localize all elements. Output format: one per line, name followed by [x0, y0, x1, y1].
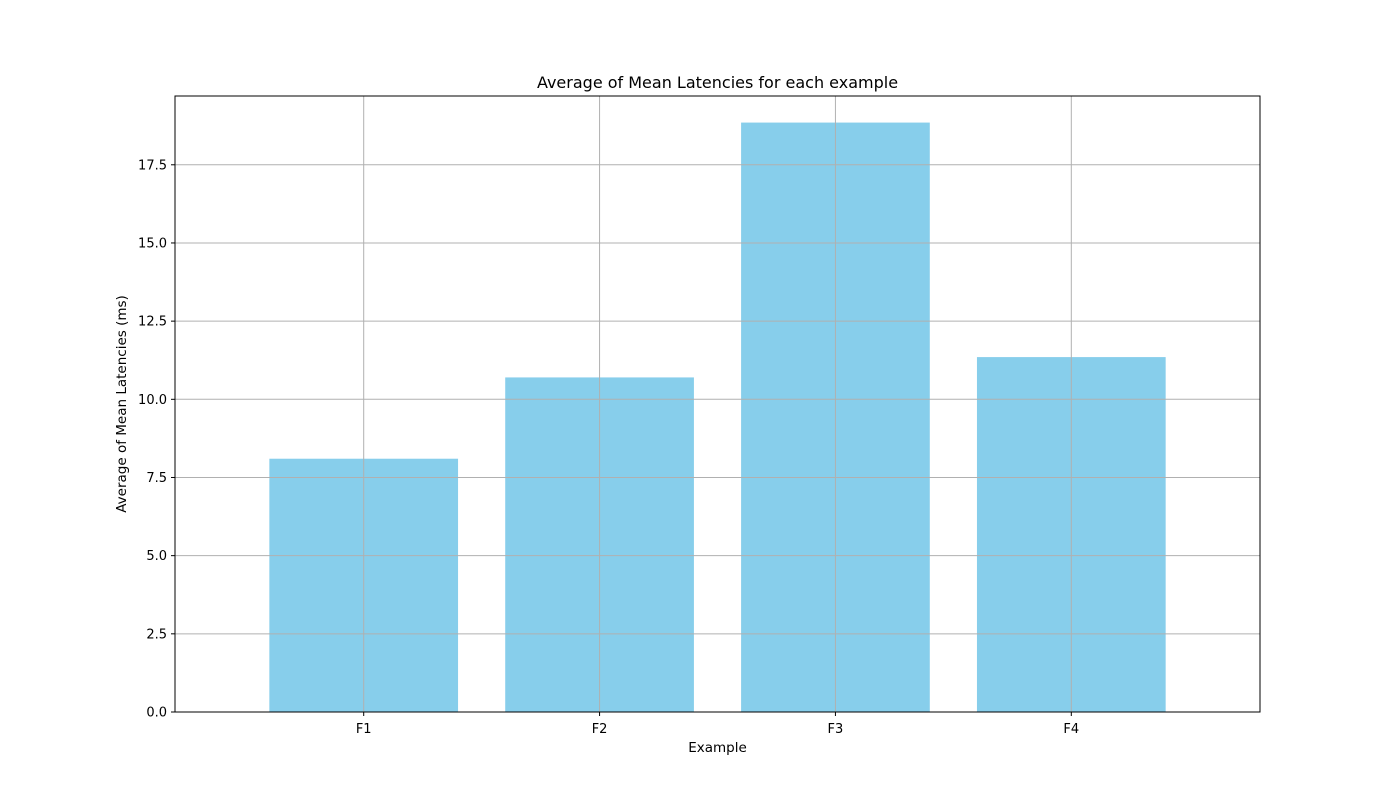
y-tick-label: 7.5 [146, 471, 167, 486]
y-tick-label: 17.5 [138, 158, 167, 173]
y-axis-label: Average of Mean Latencies (ms) [114, 295, 130, 513]
y-tick-label: 12.5 [138, 315, 167, 330]
x-tick-label: F4 [1063, 722, 1079, 737]
x-axis-label: Example [688, 740, 747, 756]
axes-frame [174, 95, 1261, 713]
x-tick-label: F1 [356, 722, 372, 737]
y-tick-label: 10.0 [138, 393, 167, 408]
y-tick-label: 0.0 [146, 706, 167, 721]
plot-area: 0.0 2.5 5.0 7.5 10.0 12.5 15.0 17.5 F1 F2 F3 F4 [138, 95, 1261, 737]
y-tick-label: 2.5 [146, 627, 167, 642]
chart-title: Average of Mean Latencies for each examp… [537, 73, 898, 92]
x-tick-label: F3 [828, 722, 844, 737]
x-tick-label: F2 [592, 722, 608, 737]
y-tick-label: 5.0 [146, 549, 167, 564]
y-tick-label: 15.0 [138, 236, 167, 251]
